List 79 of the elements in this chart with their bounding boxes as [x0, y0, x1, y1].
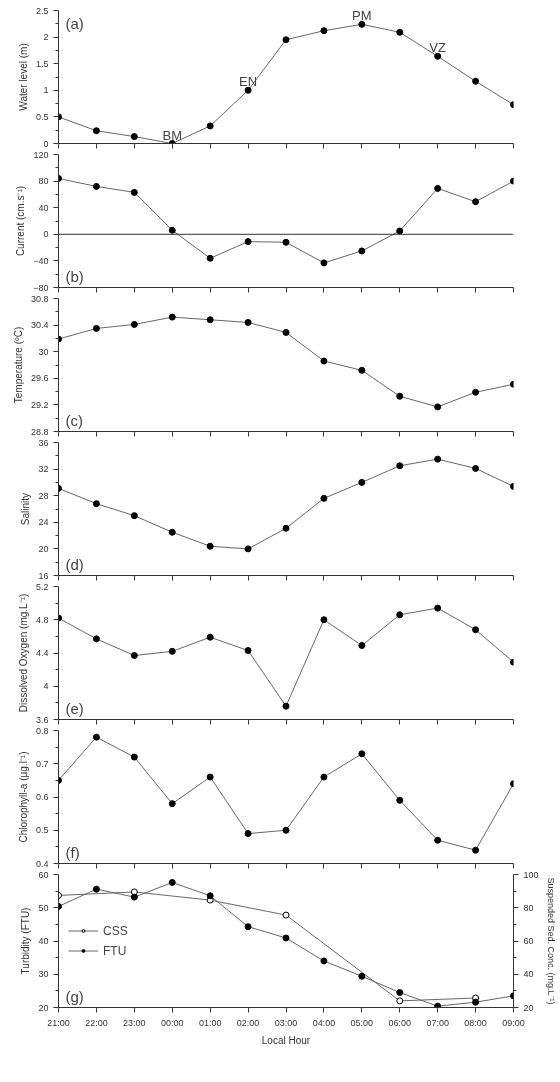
y-tick-label: 4.4 — [35, 648, 49, 658]
legend-label: FTU — [103, 943, 127, 958]
y-tick-label: 1 — [43, 85, 49, 96]
y-tick-label: −80 — [33, 282, 49, 293]
x-tick-label: 02:00 — [236, 1017, 260, 1028]
y2-tick-label: 100 — [523, 869, 539, 880]
y-tick-label: 2.5 — [35, 5, 49, 16]
y-axis-title: Turbidity (FTU) — [20, 907, 32, 975]
y-tick-label: 0.4 — [35, 858, 49, 869]
y-tick-label: 80 — [38, 176, 49, 187]
annotation: (a) — [65, 14, 84, 32]
y-tick-label: 1.5 — [35, 58, 49, 69]
y-tick-label: 2 — [43, 32, 49, 43]
y-tick-label: 30.4 — [30, 320, 49, 331]
y-tick-label: 40 — [38, 936, 49, 946]
y-tick-label: 4.8 — [35, 614, 49, 625]
y-axis-title: Salinity — [20, 492, 32, 526]
y-tick-label: 28 — [38, 490, 49, 501]
y-tick-label: 5.2 — [35, 581, 49, 592]
x-tick-label: 03:00 — [274, 1017, 298, 1028]
annotation: PM — [352, 8, 372, 24]
y2-axis-title: Suspended Sed. Conc. (mg.L⁻¹) — [545, 877, 556, 1005]
y-tick-label: 40 — [38, 202, 49, 213]
y-tick-label: 0 — [43, 229, 49, 240]
y-tick-label: 120 — [33, 149, 49, 160]
y-tick-label: 0.5 — [35, 111, 49, 122]
y2-tick-label: 40 — [523, 969, 534, 980]
annotation: (e) — [65, 699, 84, 717]
x-tick-label: 23:00 — [123, 1017, 146, 1028]
y-tick-label: 0 — [43, 138, 49, 149]
y-tick-label: 29.2 — [30, 399, 49, 410]
y-tick-label: 30 — [38, 969, 49, 980]
annotation: VZ — [429, 40, 447, 56]
x-tick-label: 06:00 — [388, 1017, 412, 1028]
y2-tick-label: 60 — [523, 936, 534, 946]
annotation: (f) — [65, 843, 80, 861]
y-tick-label: 32 — [38, 464, 49, 475]
annotation: EN — [239, 74, 258, 90]
y-axis-title: Current (cm.s⁻¹) — [15, 185, 27, 257]
annotation: (c) — [65, 411, 83, 429]
annotation: (b) — [65, 267, 84, 285]
y-tick-label: 30 — [38, 346, 49, 357]
y-tick-label: 16 — [38, 570, 49, 581]
annotation: (g) — [65, 987, 84, 1005]
x-tick-label: 00:00 — [160, 1017, 184, 1028]
y-axis-title: Dissolved Oxygen (mg.L⁻¹) — [17, 593, 29, 713]
y-tick-label: 50 — [38, 902, 49, 913]
annotation: (d) — [65, 555, 84, 573]
x-tick-label: 08:00 — [464, 1017, 487, 1028]
x-tick-label: 09:00 — [502, 1017, 525, 1028]
x-tick-label: 05:00 — [350, 1017, 374, 1028]
y-tick-label: 0.8 — [35, 725, 49, 736]
y-tick-label: 20 — [38, 1002, 49, 1013]
x-axis-title: Local Hour — [261, 1034, 311, 1046]
x-tick-label: 21:00 — [47, 1017, 70, 1028]
x-tick-label: 07:00 — [426, 1017, 449, 1028]
y-axis-title: Chlorophyll-a (µg.l⁻¹) — [17, 751, 29, 843]
y-tick-label: 0.7 — [35, 758, 49, 769]
x-tick-label: 04:00 — [312, 1017, 336, 1028]
y2-tick-label: 80 — [523, 902, 534, 913]
y-tick-label: 30.8 — [30, 293, 49, 304]
y-tick-label: 4 — [43, 681, 49, 692]
y-tick-label: 29.6 — [30, 373, 49, 384]
legend-label: CSS — [103, 923, 128, 938]
y2-tick-label: 20 — [523, 1002, 534, 1013]
y-axis-title: Water level (m) — [17, 43, 29, 111]
y-tick-label: 28.8 — [30, 426, 49, 437]
y-tick-label: 20 — [38, 543, 49, 554]
x-tick-label: 01:00 — [198, 1017, 222, 1028]
y-tick-label: 36 — [38, 437, 49, 448]
y-tick-label: 0.6 — [35, 792, 49, 802]
x-tick-label: 22:00 — [85, 1017, 108, 1028]
y-tick-label: 60 — [38, 869, 49, 880]
y-tick-label: −40 — [33, 255, 49, 266]
annotation: BM — [162, 127, 182, 143]
y-tick-label: 24 — [38, 517, 49, 528]
y-tick-label: 3.6 — [35, 714, 49, 725]
y-tick-label: 0.5 — [35, 825, 49, 836]
y-axis-title: Temperature (ºC) — [12, 326, 24, 404]
